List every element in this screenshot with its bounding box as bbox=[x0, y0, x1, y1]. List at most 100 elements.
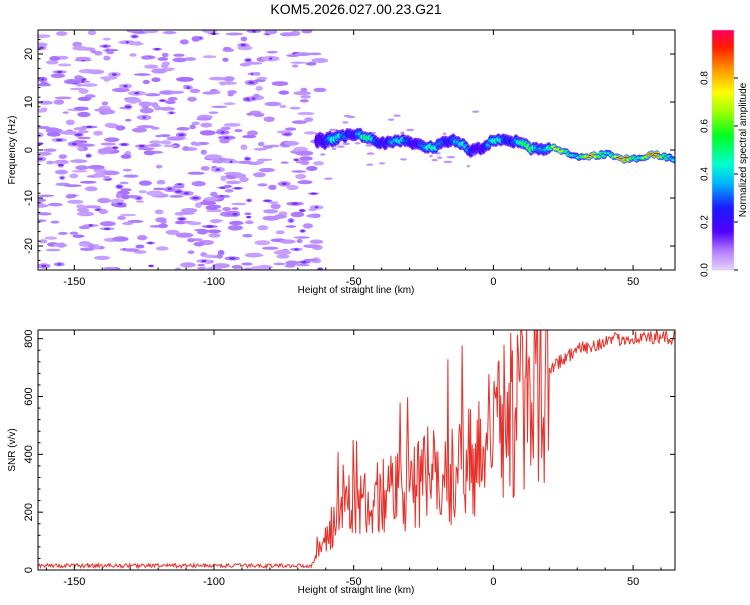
noise-blob bbox=[278, 90, 290, 95]
noise-blob bbox=[69, 231, 79, 235]
noise-blob bbox=[93, 172, 106, 178]
y-tick-label: 600 bbox=[23, 387, 35, 405]
snr-ylabel: SNR (v/v) bbox=[7, 428, 18, 471]
noise-core bbox=[88, 224, 93, 227]
noise-blob bbox=[90, 49, 97, 54]
noise-blob bbox=[80, 247, 95, 251]
noise-blob bbox=[77, 96, 92, 101]
noise-blob bbox=[65, 80, 83, 84]
colorbar-tick-label: 0.8 bbox=[700, 71, 711, 85]
noise-blob bbox=[308, 52, 322, 56]
noise-blob bbox=[57, 231, 68, 235]
noise-blob bbox=[257, 141, 265, 147]
noise-blob bbox=[268, 184, 277, 190]
noise-blob bbox=[223, 76, 235, 82]
noise-blob bbox=[120, 154, 132, 159]
noise-blob bbox=[297, 111, 315, 116]
noise-blob bbox=[97, 147, 115, 154]
noise-blob bbox=[285, 260, 299, 266]
y-tick-label: 0 bbox=[23, 147, 35, 153]
noise-blob bbox=[145, 93, 161, 97]
noise-blob bbox=[172, 57, 187, 63]
noise-blob bbox=[84, 186, 98, 192]
noise-blob bbox=[197, 230, 208, 235]
noise-blob bbox=[40, 107, 48, 111]
noise-blob bbox=[38, 132, 44, 138]
noise-blob bbox=[135, 200, 145, 203]
noise-blob bbox=[115, 205, 127, 208]
noise-blob bbox=[313, 87, 327, 93]
noise-blob bbox=[69, 173, 79, 179]
noise-core bbox=[221, 131, 225, 134]
noise-blob bbox=[300, 160, 310, 166]
noise-core bbox=[111, 73, 117, 76]
noise-blob bbox=[57, 242, 66, 248]
noise-blob bbox=[237, 160, 254, 164]
noise-blob bbox=[195, 202, 202, 208]
noise-blob bbox=[234, 129, 243, 133]
noise-blob bbox=[296, 238, 303, 244]
noise-core bbox=[244, 157, 251, 160]
noise-blob bbox=[200, 122, 213, 128]
noise-blob bbox=[122, 168, 132, 172]
noise-blob bbox=[216, 253, 223, 259]
snr-frame bbox=[37, 329, 676, 571]
noise-blob bbox=[128, 99, 138, 104]
snr-xlabel: Height of straight line (km) bbox=[298, 585, 415, 596]
noise-blob bbox=[157, 223, 168, 229]
noise-blob bbox=[99, 221, 116, 227]
noise-blob bbox=[135, 244, 145, 249]
noise-blob bbox=[80, 83, 98, 87]
noise-blob bbox=[400, 131, 405, 134]
noise-core bbox=[136, 196, 141, 200]
noise-blob bbox=[151, 68, 167, 74]
noise-core bbox=[134, 92, 140, 95]
noise-blob bbox=[366, 152, 375, 155]
noise-blob bbox=[219, 81, 227, 86]
x-tick-label: 50 bbox=[627, 576, 639, 588]
noise-blob bbox=[242, 135, 257, 139]
noise-blob bbox=[306, 214, 319, 218]
noise-blob bbox=[45, 248, 61, 252]
noise-blob bbox=[182, 146, 189, 151]
noise-blob bbox=[125, 118, 132, 122]
noise-blob bbox=[202, 30, 218, 34]
noise-blob bbox=[119, 181, 129, 185]
noise-blob bbox=[431, 158, 438, 162]
noise-blob bbox=[211, 105, 228, 109]
x-tick-label: -50 bbox=[346, 276, 362, 288]
y-tick-label: 800 bbox=[23, 329, 35, 347]
noise-blob bbox=[115, 192, 122, 199]
noise-blob bbox=[106, 123, 119, 129]
noise-blob bbox=[202, 91, 217, 95]
noise-blob bbox=[180, 262, 196, 268]
noise-blob bbox=[60, 130, 78, 135]
noise-core bbox=[269, 57, 273, 60]
noise-blob bbox=[437, 156, 443, 159]
noise-blob bbox=[160, 140, 172, 145]
noise-core bbox=[284, 132, 290, 136]
noise-blob bbox=[87, 30, 97, 36]
noise-blob bbox=[231, 202, 247, 206]
noise-blob bbox=[149, 140, 162, 145]
noise-core bbox=[234, 187, 242, 190]
noise-blob bbox=[262, 246, 279, 250]
noise-core bbox=[125, 41, 129, 44]
noise-blob bbox=[329, 128, 338, 131]
noise-blob bbox=[304, 117, 314, 122]
noise-blob bbox=[218, 157, 227, 162]
noise-blob bbox=[138, 101, 153, 107]
noise-blob bbox=[83, 205, 100, 209]
noise-core bbox=[289, 219, 293, 222]
noise-blob bbox=[39, 239, 48, 244]
noise-blob bbox=[55, 31, 68, 36]
noise-core bbox=[264, 199, 271, 202]
noise-blob bbox=[331, 147, 337, 151]
noise-blob bbox=[259, 167, 275, 173]
noise-blob bbox=[155, 246, 169, 251]
noise-blob bbox=[169, 195, 184, 198]
noise-core bbox=[186, 86, 190, 89]
noise-core bbox=[39, 46, 44, 49]
x-tick-label: 50 bbox=[627, 276, 639, 288]
noise-blob bbox=[77, 146, 85, 152]
